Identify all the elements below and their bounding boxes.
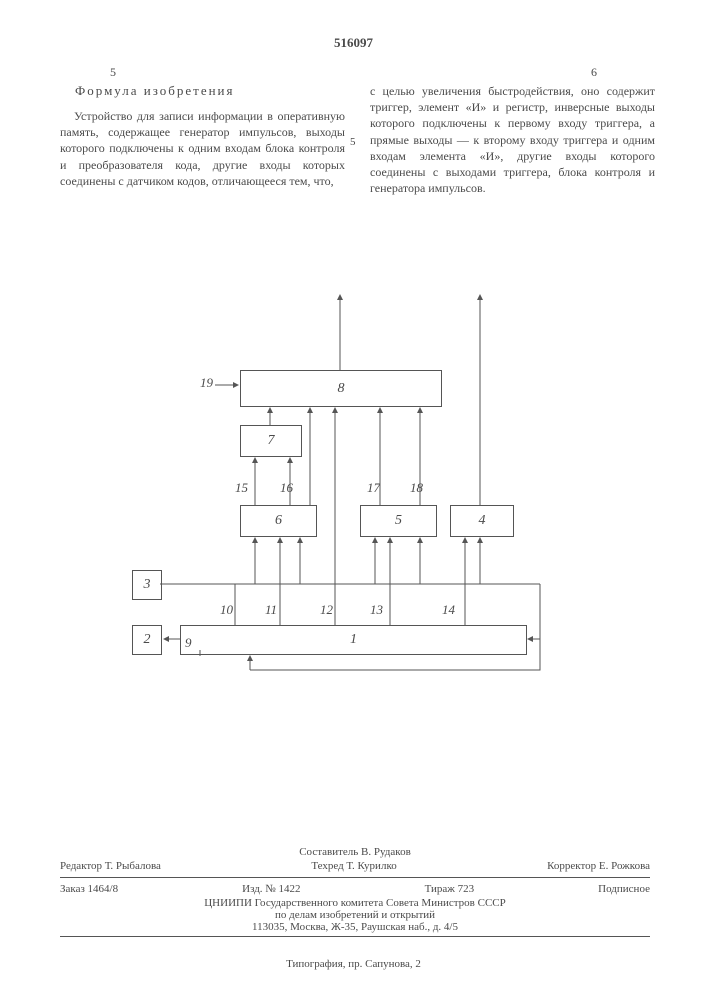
column-number-right: 6 [591, 65, 597, 80]
right-column-text: с целью увеличения быстродействия, оно с… [370, 83, 655, 196]
editor: Редактор Т. Рыбалова [60, 860, 161, 872]
printer-line: Типография, пр. Сапунова, 2 [286, 958, 421, 970]
patent-number: 516097 [334, 35, 373, 51]
corrector: Корректор Е. Рожкова [547, 860, 650, 872]
org-line-2: по делам изобретений и открытий [60, 909, 650, 921]
footer: Составитель В. Рудаков Редактор Т. Рыбал… [60, 846, 650, 940]
edition-number: Изд. № 1422 [242, 883, 300, 895]
diagram-wires [120, 280, 560, 710]
order-number: Заказ 1464/8 [60, 883, 118, 895]
org-line-1: ЦНИИПИ Государственного комитета Совета … [60, 897, 650, 909]
address: 113035, Москва, Ж-35, Раушская наб., д. … [60, 921, 650, 933]
tech-editor: Техред Т. Курилко [311, 860, 396, 872]
subscription: Подписное [598, 883, 650, 895]
section-title: Формула изобретения [75, 83, 234, 99]
column-number-left: 5 [110, 65, 116, 80]
circulation: Тираж 723 [425, 883, 475, 895]
line-number-5: 5 [350, 136, 356, 148]
block-diagram: 1 2 3 4 5 6 7 8 9 10 11 12 13 14 15 16 1… [120, 280, 560, 710]
left-column-text: Устройство для записи информации в опера… [60, 108, 345, 189]
compiler-line: Составитель В. Рудаков [60, 846, 650, 858]
